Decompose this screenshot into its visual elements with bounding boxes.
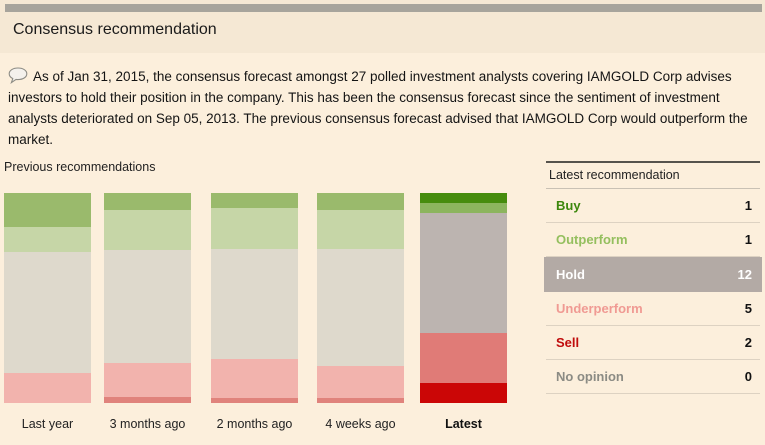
- row-no-opinion: No opinion 0: [546, 360, 760, 394]
- segment-hold: [104, 249, 191, 364]
- row-value: 2: [744, 335, 752, 350]
- row-value: 12: [737, 267, 752, 282]
- row-value: 5: [744, 301, 752, 316]
- segment-underperform: [104, 363, 191, 397]
- segment-underperform: [317, 366, 404, 398]
- segment-underperform: [211, 358, 298, 398]
- latest-recommendation-rows: Buy 1 Outperform 1 Hold 12 Underperform 5 Sell 2 N…: [544, 189, 762, 394]
- segment-buy: [104, 193, 191, 210]
- row-label: Underperform: [556, 301, 643, 316]
- row-value: 1: [744, 198, 752, 213]
- segment-buy: [4, 193, 91, 227]
- row-hold: Hold 12: [544, 257, 762, 292]
- row-value: 0: [744, 369, 752, 384]
- recommendation-history-chart: [0, 193, 765, 403]
- segment-hold: [420, 213, 507, 334]
- bar-label-4-weeks-ago: 4 weeks ago: [325, 417, 396, 431]
- segment-outperform: [420, 203, 507, 214]
- segment-underperform: [420, 333, 507, 384]
- segment-hold: [211, 248, 298, 359]
- row-value: 1: [744, 232, 752, 247]
- segment-buy: [317, 193, 404, 210]
- page-title: Consensus recommendation: [13, 21, 217, 38]
- segment-outperform: [4, 226, 91, 252]
- bar-label-latest: Latest: [445, 417, 482, 431]
- bar-3-months-ago: [104, 193, 191, 403]
- row-underperform: Underperform 5: [546, 292, 760, 326]
- segment-sell: [420, 383, 507, 403]
- segment-outperform: [104, 209, 191, 250]
- segment-buy: [420, 193, 507, 204]
- widget-header: Consensus recommendation: [0, 0, 765, 53]
- segment-sell: [317, 397, 404, 403]
- bar-label-last-year: Last year: [21, 417, 74, 431]
- bar-4-weeks-ago: [317, 193, 404, 403]
- row-buy: Buy 1: [546, 189, 760, 223]
- chart-category-labels: Last year 3 months ago 2 months ago 4 weeks…: [0, 417, 765, 433]
- row-label: Hold: [556, 267, 585, 282]
- segment-underperform: [4, 372, 91, 403]
- bar-label-2-months-ago: 2 months ago: [216, 417, 293, 431]
- previous-recommendations-label: Previous recommendations: [4, 160, 156, 174]
- bar-2-months-ago: [211, 193, 298, 403]
- bar-latest: [420, 193, 507, 403]
- bar-label-3-months-ago: 3 months ago: [109, 417, 186, 431]
- row-sell: Sell 2: [546, 326, 760, 360]
- row-label: No opinion: [556, 369, 624, 384]
- row-outperform: Outperform 1: [546, 223, 760, 257]
- segment-sell: [211, 397, 298, 403]
- row-label: Buy: [556, 198, 581, 213]
- segment-sell: [104, 396, 191, 403]
- consensus-summary: As of Jan 31, 2015, the consensus foreca…: [8, 66, 758, 150]
- header-top-bar: [5, 4, 762, 12]
- panel-divider: [546, 188, 760, 189]
- consensus-summary-text: As of Jan 31, 2015, the consensus foreca…: [8, 69, 748, 147]
- segment-hold: [317, 248, 404, 367]
- segment-hold: [4, 251, 91, 373]
- row-label: Sell: [556, 335, 580, 350]
- segment-buy: [211, 193, 298, 208]
- speech-bubble-icon: [8, 67, 28, 85]
- bar-last-year: [4, 193, 91, 403]
- latest-recommendation-panel: Latest recommendation Buy 1 Outperform 1 Hol…: [544, 161, 762, 394]
- segment-outperform: [211, 207, 298, 249]
- row-label: Outperform: [556, 232, 628, 247]
- latest-recommendation-title: Latest recommendation: [549, 168, 680, 182]
- segment-outperform: [317, 209, 404, 249]
